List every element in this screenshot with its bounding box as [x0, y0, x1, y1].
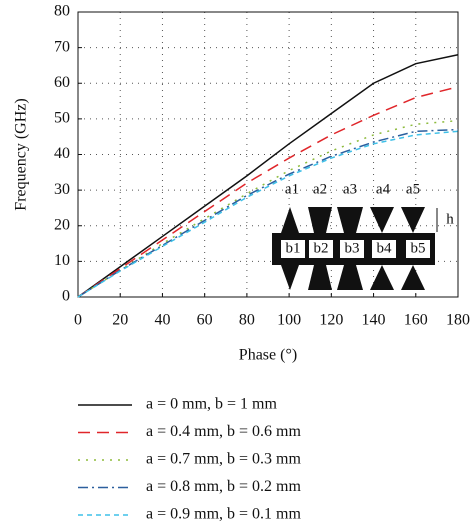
inset-label-bg	[406, 240, 430, 258]
legend-label: a = 0.8 mm, b = 0.2 mm	[146, 478, 301, 495]
series-line	[77, 128, 459, 298]
legend-label: a = 0.7 mm, b = 0.3 mm	[146, 451, 301, 468]
inset-shape	[370, 207, 394, 233]
inset-label: a2	[313, 181, 327, 197]
inset-shape	[401, 207, 425, 233]
y-tick-label: 70	[54, 38, 70, 55]
x-tick-label: 140	[362, 312, 386, 329]
inset-shape	[337, 265, 363, 290]
y-tick-label: 60	[54, 74, 70, 91]
y-tick-label: 30	[54, 181, 70, 198]
series-line	[77, 86, 459, 298]
x-tick-label: 100	[277, 312, 301, 329]
x-tick-label: 180	[446, 312, 470, 329]
inset-shape	[401, 265, 425, 290]
inset-label-bg	[372, 240, 396, 258]
inset-label: b5	[411, 240, 426, 256]
x-tick-label: 40	[154, 312, 170, 329]
inset-shape	[337, 207, 363, 233]
inset-label: p	[287, 263, 295, 279]
inset-label-bg	[309, 240, 333, 258]
inset-label: a4	[376, 181, 391, 197]
inset-diagram: a1 a2 a3 a4 a5 b1 b2 b3 b4 b5 h p	[272, 181, 454, 290]
inset-label: b4	[377, 240, 393, 256]
inset-shape	[308, 265, 332, 290]
legend-label: a = 0.9 mm, b = 0.1 mm	[146, 506, 301, 523]
inset-label-bg	[340, 240, 364, 258]
inset-shape	[308, 207, 332, 233]
x-tick-label: 120	[319, 312, 343, 329]
inset-shape	[370, 265, 394, 290]
y-tick-label: 50	[54, 110, 70, 127]
inset-label: b3	[345, 240, 360, 256]
inset-label-bg	[281, 240, 305, 258]
x-tick-label: 60	[197, 312, 213, 329]
inset-label: b2	[314, 240, 329, 256]
x-axis-label: Phase (°)	[239, 347, 297, 364]
legend-label: a = 0.4 mm, b = 0.6 mm	[146, 423, 301, 440]
series-line	[77, 130, 459, 298]
series-line	[77, 119, 459, 298]
x-tick-label: 160	[404, 312, 428, 329]
plot-frame	[77, 11, 459, 298]
inset-shape	[281, 207, 299, 233]
y-tick-label: 40	[54, 145, 70, 162]
series-line	[77, 54, 459, 298]
y-tick-label: 0	[62, 288, 70, 305]
legend-label: a = 0 mm, b = 1 mm	[146, 396, 277, 413]
x-tick-label: 0	[74, 312, 82, 329]
inset-label: h	[446, 211, 454, 227]
x-tick-label: 20	[112, 312, 128, 329]
x-tick-label: 80	[239, 312, 255, 329]
inset-label: a5	[406, 181, 420, 197]
y-tick-label: 80	[54, 3, 70, 20]
inset-label: a3	[343, 181, 357, 197]
y-tick-label: 10	[54, 252, 70, 269]
inset-label: b1	[286, 240, 301, 256]
y-tick-label: 20	[54, 216, 70, 233]
y-axis-label: Frequency (GHz)	[13, 98, 30, 210]
inset-shape	[281, 265, 299, 290]
inset-label: a1	[285, 181, 299, 197]
